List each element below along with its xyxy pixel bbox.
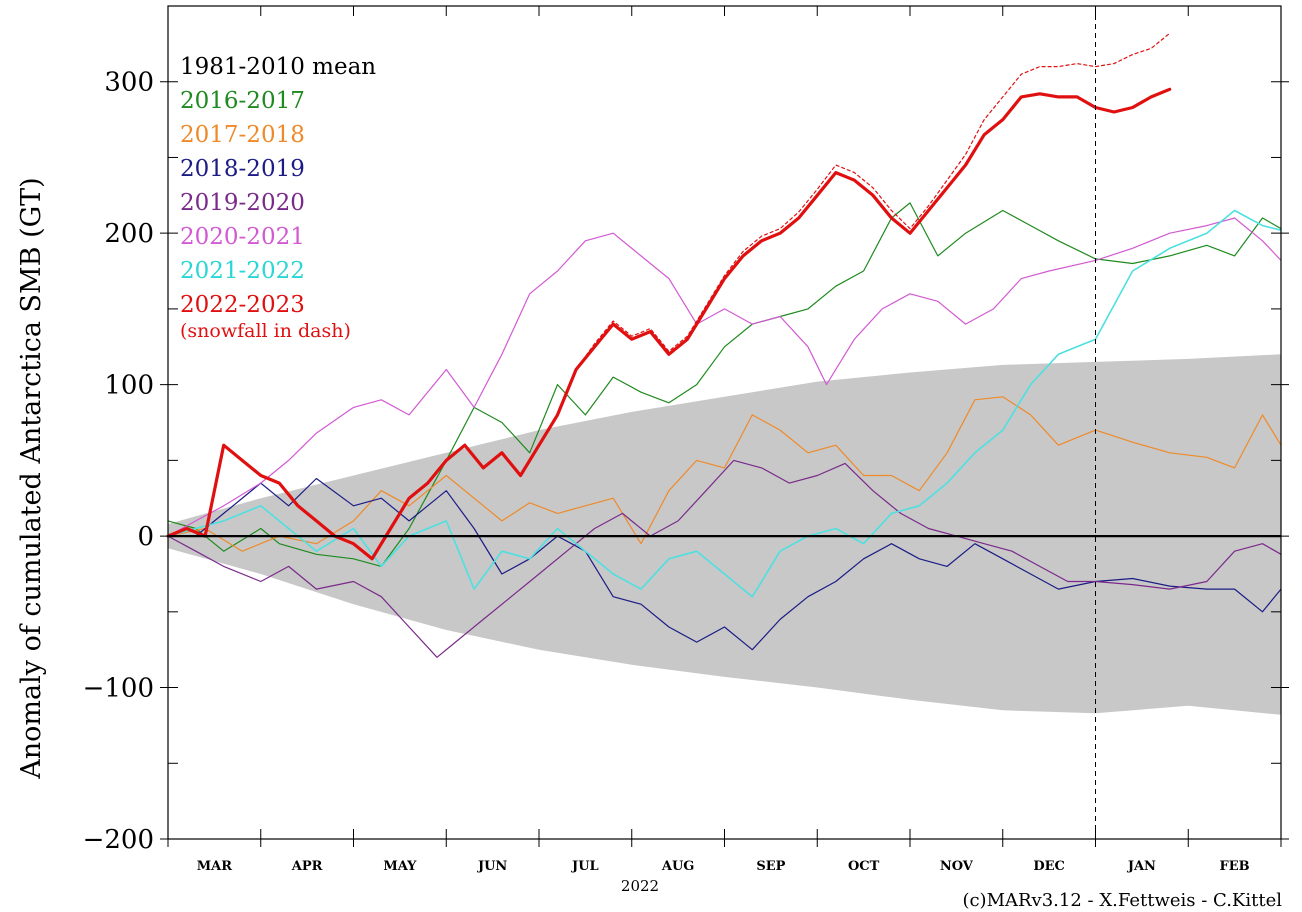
credit-text: (c)MARv3.12 - X.Fettweis - C.Kittel bbox=[962, 890, 1282, 911]
series-line-2019-2020 bbox=[167, 459, 1282, 658]
y-tick-label: −100 bbox=[83, 674, 154, 704]
y-tick-label: 100 bbox=[104, 371, 154, 401]
x-axis-label: 2022 bbox=[621, 877, 659, 895]
x-tick-label: OCT bbox=[848, 859, 880, 874]
legend-entry: 2022-2023 bbox=[180, 292, 305, 318]
series-line-2020-2021 bbox=[167, 217, 1282, 537]
series-line-2018-2019 bbox=[167, 477, 1282, 651]
x-tick-label: AUG bbox=[661, 859, 695, 874]
legend-entry: 2018-2019 bbox=[180, 156, 305, 182]
x-tick-label: APR bbox=[291, 859, 323, 874]
y-tick-label: 0 bbox=[137, 522, 154, 552]
series-line-2017-2018 bbox=[167, 396, 1282, 552]
x-tick-label: FEB bbox=[1220, 859, 1250, 874]
legend-entry: 2020-2021 bbox=[180, 224, 305, 250]
x-tick-label: MAY bbox=[383, 859, 417, 874]
x-tick-label: SEP bbox=[756, 859, 785, 874]
legend: 1981-2010 mean 2016-2017 2017-2018 2018-201… bbox=[180, 54, 376, 342]
x-tick-label: JUL bbox=[571, 859, 599, 874]
y-tick-label: 300 bbox=[104, 68, 154, 98]
y-tick-label: −200 bbox=[83, 825, 154, 855]
series-line-2021-2022 bbox=[167, 209, 1282, 598]
x-tick-label: JUN bbox=[477, 859, 507, 874]
legend-note: (snowfall in dash) bbox=[180, 320, 351, 342]
x-tick-label: JAN bbox=[1127, 859, 1156, 874]
x-tick-label: MAR bbox=[197, 859, 232, 874]
y-tick-label: 200 bbox=[104, 219, 154, 249]
legend-entry: 2021-2022 bbox=[180, 258, 305, 284]
legend-entry: 1981-2010 mean bbox=[180, 54, 376, 80]
y-axis-label: Anomaly of cumulated Antarctica SMB (GT) bbox=[16, 177, 47, 779]
x-tick-label: DEC bbox=[1033, 859, 1065, 874]
x-tick-label: NOV bbox=[940, 859, 974, 874]
legend-entry: 2019-2020 bbox=[180, 190, 305, 216]
climatology-band-layer bbox=[168, 354, 1281, 715]
legend-entry: 2017-2018 bbox=[180, 122, 305, 148]
legend-entry: 2016-2017 bbox=[180, 88, 305, 114]
series-line-2016-2017 bbox=[167, 202, 1282, 568]
climatology-band bbox=[168, 354, 1281, 715]
axes-layer: −200 −100 0 100 200 300 MAR APR MAY JUN JUL AUG SEP O… bbox=[83, 5, 1289, 874]
